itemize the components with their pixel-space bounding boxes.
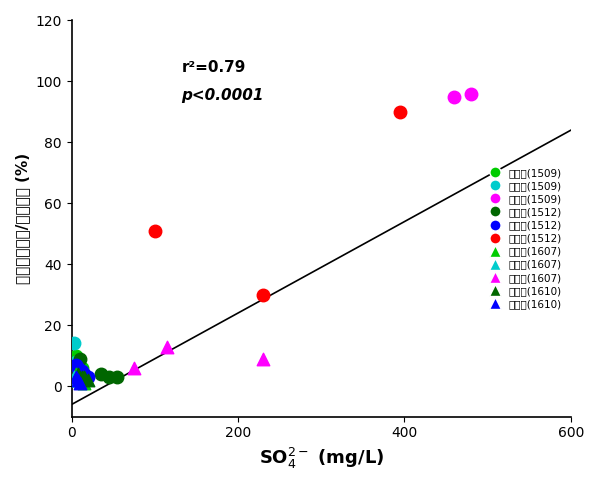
Point: [83, 376, 93, 384]
Point: [258, 355, 268, 363]
Point: [74, 370, 83, 378]
Point: [96, 370, 105, 378]
Text: r²=0.79: r²=0.79: [181, 60, 246, 75]
Point: [162, 343, 172, 350]
Legend: 영산호(1509), 장성호(1509), 금호호(1509), 영산호(1512), 장성호(1512), 금호호(1512), 영산호(1607), 장성호: 영산호(1509), 장성호(1509), 금호호(1509), 영산호(151…: [480, 164, 565, 313]
Point: [69, 340, 79, 347]
Y-axis label: 용존유기수은/용존수은 (%): 용존유기수은/용존수은 (%): [15, 153, 30, 284]
Point: [71, 373, 81, 381]
Point: [71, 361, 81, 369]
Point: [75, 379, 85, 387]
Point: [258, 291, 268, 298]
Point: [77, 373, 86, 381]
Point: [450, 93, 459, 101]
Point: [395, 108, 405, 116]
Point: [74, 376, 83, 384]
Point: [104, 373, 114, 381]
Point: [77, 364, 86, 372]
Point: [466, 90, 476, 98]
Point: [71, 358, 81, 365]
Point: [74, 364, 83, 372]
Point: [79, 373, 89, 381]
Point: [83, 373, 93, 381]
X-axis label: SO$_4^{2-}$ (mg/L): SO$_4^{2-}$ (mg/L): [259, 446, 384, 471]
Point: [77, 367, 86, 375]
Point: [113, 373, 122, 381]
Point: [77, 376, 86, 384]
Point: [71, 376, 81, 384]
Point: [74, 376, 83, 384]
Point: [71, 352, 81, 360]
Point: [74, 358, 83, 365]
Point: [75, 355, 85, 363]
Point: [79, 370, 89, 378]
Point: [129, 364, 139, 372]
Point: [69, 373, 79, 381]
Point: [71, 370, 81, 378]
Point: [79, 379, 89, 387]
Point: [150, 227, 160, 235]
Text: p<0.0001: p<0.0001: [181, 88, 264, 103]
